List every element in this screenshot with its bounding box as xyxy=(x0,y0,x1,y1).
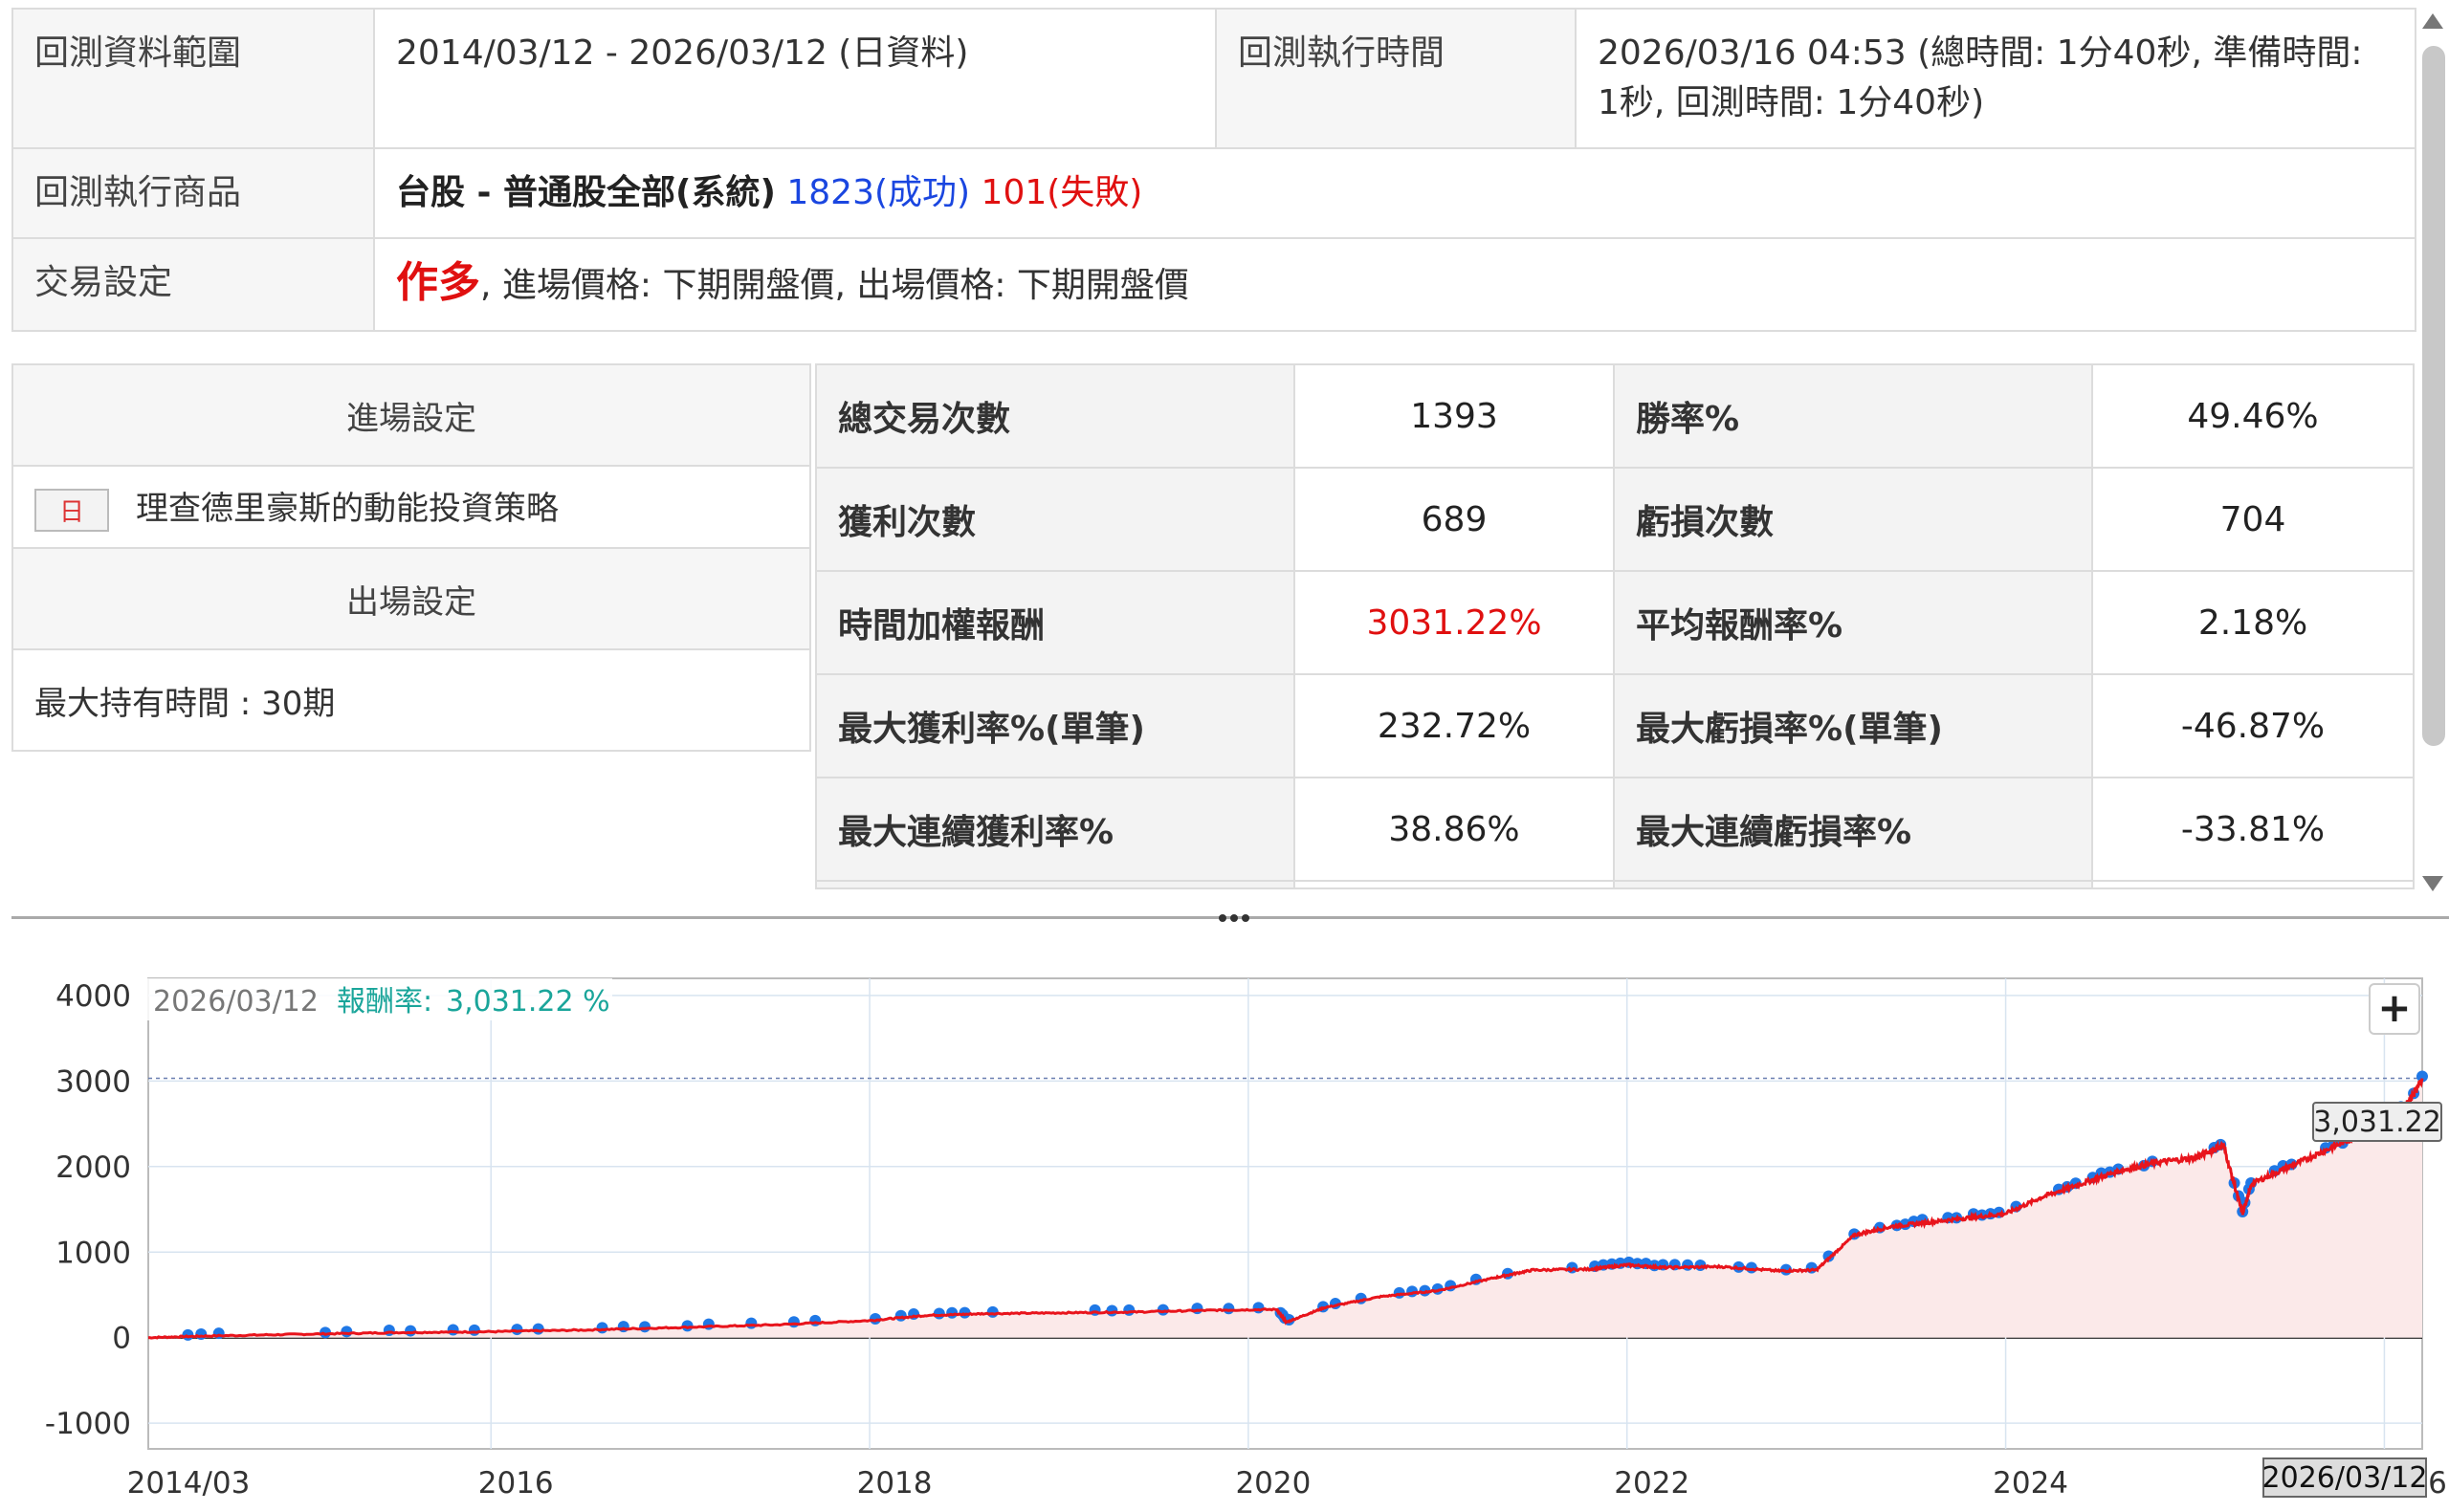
tooltip-value: 3,031.22 % xyxy=(446,985,610,1019)
trade-marker xyxy=(596,1322,608,1334)
x-tick-label: 2024 xyxy=(1993,1466,2068,1501)
scrollbar-thumb[interactable] xyxy=(2422,46,2445,746)
stat-label: 虧損次數 xyxy=(1613,467,2093,572)
trade-marker xyxy=(745,1317,758,1329)
trade-marker xyxy=(1805,1261,1818,1274)
trade-marker xyxy=(639,1321,651,1333)
stat-label: 最大連續虧損率% xyxy=(1613,777,2093,882)
stat-label: 最大獲利率%(單筆) xyxy=(815,673,1295,778)
product-fail-count[interactable]: 101(失敗) xyxy=(981,173,1143,212)
exec-time-label: 回測執行時間 xyxy=(1215,8,1577,149)
stat-value: -46.87% xyxy=(2091,673,2415,778)
return-chart[interactable]: 4000 3000 2000 1000 0 -1000 2014/03 2016 2018 202… xyxy=(0,952,2449,1512)
trade-marker xyxy=(447,1324,459,1336)
tooltip-label: 報酬率: xyxy=(337,985,432,1019)
stat-label: 總交易次數 xyxy=(815,363,1295,469)
trade-label: 交易設定 xyxy=(11,237,375,332)
trade-marker xyxy=(933,1307,945,1320)
x-tick-label: 2020 xyxy=(1235,1466,1311,1501)
drag-handle-icon[interactable] xyxy=(1215,909,1253,928)
stat-value: 704 xyxy=(2091,467,2415,572)
y-tick-label: 1000 xyxy=(55,1236,131,1270)
crosshair-date: 2026/03/12 xyxy=(2262,1461,2428,1495)
trade-value: 作多, 進場價格: 下期開盤價, 出場價格: 下期開盤價 xyxy=(373,237,2416,332)
x-tick-label: 2014/03 xyxy=(127,1466,251,1501)
backtest-info-table: 回測資料範圍 2014/03/12 - 2026/03/12 (日資料) 回測執… xyxy=(11,8,2416,332)
performance-stats-table: 總交易次數 1393 勝率% 49.46% 獲利次數 689 虧損次數 704 … xyxy=(815,363,2415,889)
exit-settings-header: 出場設定 xyxy=(11,547,811,650)
stat-label: 最大連續獲利率% xyxy=(815,777,1295,882)
trade-marker xyxy=(617,1321,629,1333)
y-tick-label: -1000 xyxy=(45,1407,131,1441)
entry-strategy-name[interactable]: 理查德里豪斯的動能投資策略 xyxy=(136,490,560,528)
trade-marker xyxy=(468,1324,480,1336)
trade-marker xyxy=(894,1309,907,1322)
product-success-count[interactable]: 1823(成功) xyxy=(786,173,971,212)
stat-value: 1393 xyxy=(1293,363,1615,469)
stat-label: 獲利次數 xyxy=(815,467,1295,572)
zoom-in-button[interactable]: + xyxy=(2369,983,2420,1035)
y-tick-label: 4000 xyxy=(55,979,131,1014)
stat-value: 49.46% xyxy=(2091,363,2415,469)
trade-marker xyxy=(681,1320,694,1332)
trade-marker xyxy=(195,1328,208,1341)
trade-marker xyxy=(959,1306,971,1319)
exec-time-value: 2026/03/16 04:53 (總時間: 1分40秒, 準備時間: 1秒, … xyxy=(1575,8,2416,149)
trade-marker xyxy=(986,1305,999,1318)
product-value: 台股 - 普通股全部(系統) 1823(成功) 101(失敗) xyxy=(373,147,2416,239)
crosshair-date-flag: 2026/03/12 xyxy=(2262,1457,2428,1498)
stat-value: -33.81% xyxy=(2091,777,2415,882)
trade-direction: 作多 xyxy=(396,258,480,307)
vertical-scrollbar[interactable] xyxy=(2416,0,2449,899)
trade-detail: , 進場價格: 下期開盤價, 出場價格: 下期開盤價 xyxy=(480,266,1189,305)
range-label: 回測資料範圍 xyxy=(11,8,375,149)
stat-label: 平均報酬率% xyxy=(1613,570,2093,675)
stat-label: 時間加權報酬 xyxy=(815,570,1295,675)
x-tick-label: 2016 xyxy=(478,1466,554,1501)
stat-value: 3031.22% xyxy=(1293,570,1615,675)
panel-splitter[interactable] xyxy=(11,916,2449,919)
trade-marker xyxy=(946,1306,959,1319)
stat-value: 2.18% xyxy=(2091,570,2415,675)
y-tick-label: 0 xyxy=(112,1322,131,1356)
last-value-label: 3,031.22 xyxy=(2313,1106,2441,1139)
trade-marker xyxy=(787,1316,800,1328)
range-value: 2014/03/12 - 2026/03/12 (日資料) xyxy=(373,8,1217,149)
y-tick-label: 3000 xyxy=(55,1064,131,1099)
last-value-flag: 3,031.22 xyxy=(2312,1102,2442,1142)
trade-marker xyxy=(341,1326,353,1338)
return-line xyxy=(147,1078,2424,1340)
exit-rule: 最大持有時間 : 30期 xyxy=(11,648,811,752)
scroll-down-arrow-icon[interactable] xyxy=(2422,876,2443,891)
trade-marker xyxy=(2416,1070,2428,1083)
tooltip-date: 2026/03/12 xyxy=(153,985,319,1019)
stat-value: 38.86% xyxy=(1293,777,1615,882)
stat-value: 689 xyxy=(1293,467,1615,572)
product-label: 回測執行商品 xyxy=(11,147,375,239)
stat-value: 232.72% xyxy=(1293,673,1615,778)
y-tick-label: 2000 xyxy=(55,1150,131,1185)
entry-strategy-row: 日理查德里豪斯的動能投資策略 xyxy=(11,465,811,549)
entry-settings-header: 進場設定 xyxy=(11,363,811,467)
trade-marker xyxy=(1123,1304,1136,1316)
trade-marker xyxy=(1745,1261,1757,1274)
trade-marker xyxy=(320,1326,332,1339)
trade-marker xyxy=(1252,1302,1265,1314)
x-tick-label: 2018 xyxy=(857,1466,933,1501)
stat-label: 最大虧損率%(單筆) xyxy=(1613,673,2093,778)
return-area-fill xyxy=(148,1078,2422,1339)
stat-label: 勝率% xyxy=(1613,363,2093,469)
strategy-settings-panel: 進場設定 日理查德里豪斯的動能投資策略 出場設定 最大持有時間 : 30期 xyxy=(11,363,811,752)
product-name: 台股 - 普通股全部(系統) xyxy=(396,173,776,212)
daily-period-tag: 日 xyxy=(34,489,110,532)
x-tick-label: 2022 xyxy=(1614,1466,1689,1501)
trade-marker xyxy=(1223,1303,1235,1315)
scroll-up-arrow-icon[interactable] xyxy=(2422,13,2443,29)
